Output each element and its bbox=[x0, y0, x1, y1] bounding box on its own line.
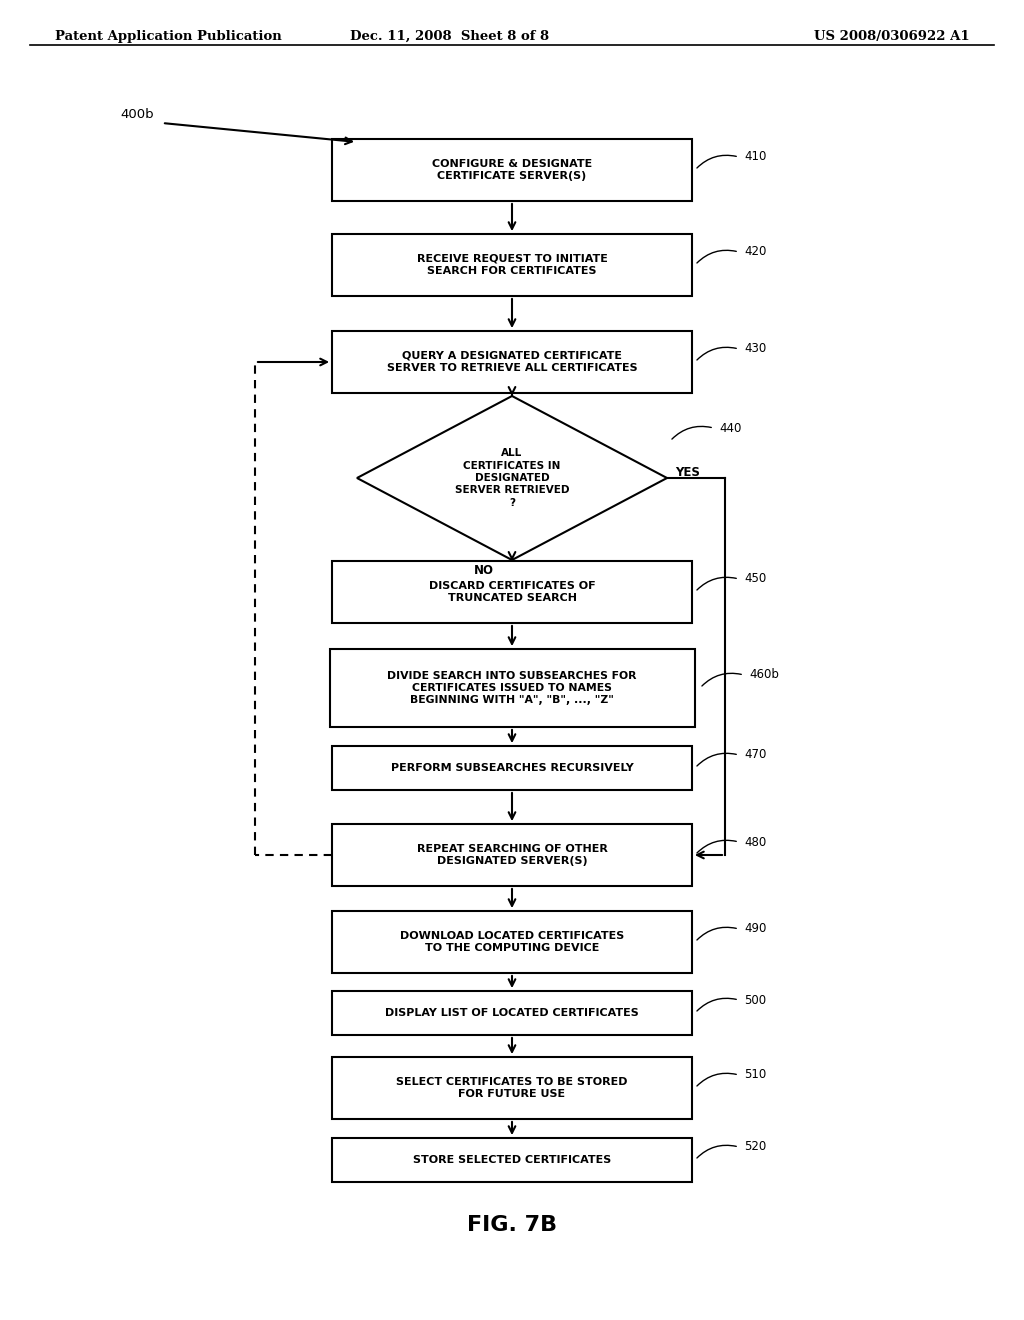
FancyBboxPatch shape bbox=[332, 331, 692, 393]
Text: 400b: 400b bbox=[121, 108, 154, 121]
Text: 480: 480 bbox=[744, 836, 766, 849]
FancyBboxPatch shape bbox=[332, 234, 692, 296]
FancyBboxPatch shape bbox=[332, 561, 692, 623]
Text: 510: 510 bbox=[744, 1068, 766, 1081]
Text: 430: 430 bbox=[744, 342, 766, 355]
FancyBboxPatch shape bbox=[330, 649, 694, 727]
Text: REPEAT SEARCHING OF OTHER
DESIGNATED SERVER(S): REPEAT SEARCHING OF OTHER DESIGNATED SER… bbox=[417, 843, 607, 866]
Text: CONFIGURE & DESIGNATE
CERTIFICATE SERVER(S): CONFIGURE & DESIGNATE CERTIFICATE SERVER… bbox=[432, 158, 592, 181]
FancyBboxPatch shape bbox=[332, 139, 692, 201]
Text: 500: 500 bbox=[744, 994, 766, 1006]
FancyBboxPatch shape bbox=[332, 1057, 692, 1119]
Text: ALL
CERTIFICATES IN
DESIGNATED
SERVER RETRIEVED
?: ALL CERTIFICATES IN DESIGNATED SERVER RE… bbox=[455, 449, 569, 508]
Text: QUERY A DESIGNATED CERTIFICATE
SERVER TO RETRIEVE ALL CERTIFICATES: QUERY A DESIGNATED CERTIFICATE SERVER TO… bbox=[387, 351, 637, 374]
Text: NO: NO bbox=[474, 564, 494, 577]
Text: RECEIVE REQUEST TO INITIATE
SEARCH FOR CERTIFICATES: RECEIVE REQUEST TO INITIATE SEARCH FOR C… bbox=[417, 253, 607, 276]
Text: DOWNLOAD LOCATED CERTIFICATES
TO THE COMPUTING DEVICE: DOWNLOAD LOCATED CERTIFICATES TO THE COM… bbox=[400, 931, 624, 953]
Text: STORE SELECTED CERTIFICATES: STORE SELECTED CERTIFICATES bbox=[413, 1155, 611, 1166]
FancyBboxPatch shape bbox=[332, 1138, 692, 1181]
Polygon shape bbox=[357, 396, 667, 560]
Text: DIVIDE SEARCH INTO SUBSEARCHES FOR
CERTIFICATES ISSUED TO NAMES
BEGINNING WITH ": DIVIDE SEARCH INTO SUBSEARCHES FOR CERTI… bbox=[387, 671, 637, 705]
Text: 490: 490 bbox=[744, 923, 766, 936]
Text: 460b: 460b bbox=[749, 668, 779, 681]
Text: 410: 410 bbox=[744, 150, 766, 164]
Text: Dec. 11, 2008  Sheet 8 of 8: Dec. 11, 2008 Sheet 8 of 8 bbox=[350, 30, 550, 44]
Text: 470: 470 bbox=[744, 748, 766, 762]
Text: 440: 440 bbox=[719, 421, 741, 434]
Text: FIG. 7B: FIG. 7B bbox=[467, 1214, 557, 1236]
Text: YES: YES bbox=[675, 466, 699, 479]
Text: 420: 420 bbox=[744, 246, 766, 259]
FancyBboxPatch shape bbox=[332, 746, 692, 789]
FancyBboxPatch shape bbox=[332, 824, 692, 886]
Text: US 2008/0306922 A1: US 2008/0306922 A1 bbox=[814, 30, 970, 44]
Text: PERFORM SUBSEARCHES RECURSIVELY: PERFORM SUBSEARCHES RECURSIVELY bbox=[390, 763, 634, 774]
Text: DISPLAY LIST OF LOCATED CERTIFICATES: DISPLAY LIST OF LOCATED CERTIFICATES bbox=[385, 1008, 639, 1018]
FancyBboxPatch shape bbox=[332, 991, 692, 1035]
Text: Patent Application Publication: Patent Application Publication bbox=[55, 30, 282, 44]
Text: DISCARD CERTIFICATES OF
TRUNCATED SEARCH: DISCARD CERTIFICATES OF TRUNCATED SEARCH bbox=[429, 581, 595, 603]
FancyBboxPatch shape bbox=[332, 911, 692, 973]
Text: 450: 450 bbox=[744, 573, 766, 586]
Text: SELECT CERTIFICATES TO BE STORED
FOR FUTURE USE: SELECT CERTIFICATES TO BE STORED FOR FUT… bbox=[396, 1077, 628, 1100]
Text: 520: 520 bbox=[744, 1140, 766, 1154]
